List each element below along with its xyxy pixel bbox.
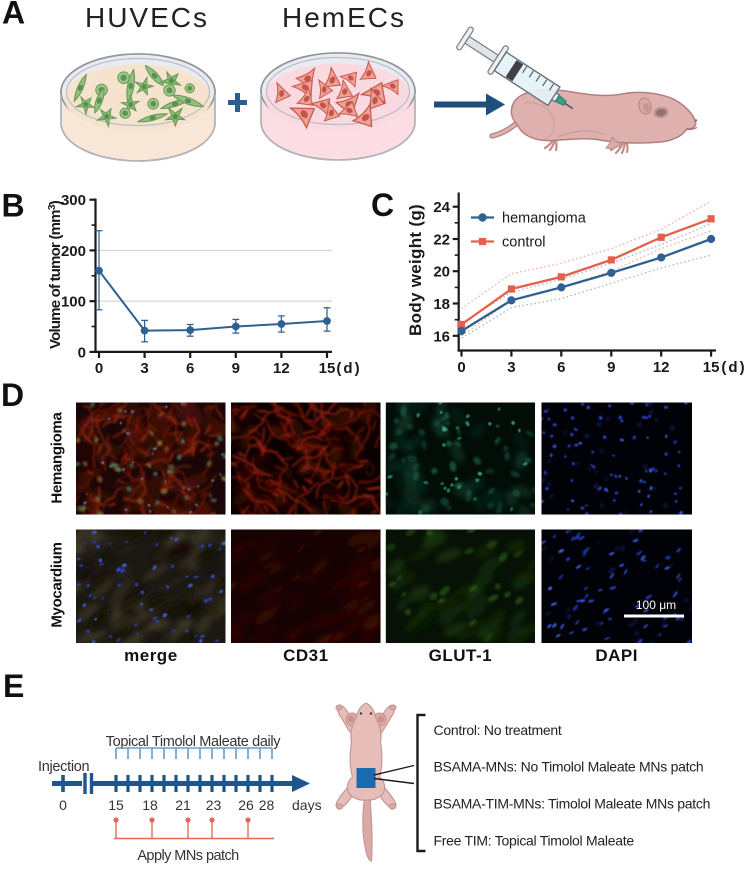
svg-text:E: E — [3, 668, 24, 704]
svg-text:20: 20 — [433, 264, 450, 281]
svg-text:A: A — [2, 0, 25, 31]
svg-text:28: 28 — [259, 797, 275, 813]
svg-text:(d): (d) — [721, 359, 746, 376]
svg-text:(d): (d) — [336, 360, 361, 377]
svg-text:6: 6 — [557, 359, 565, 376]
svg-text:BSAMA-TIM-MNs: Timolol Maleate: BSAMA-TIM-MNs: Timolol Maleate MNs patch — [434, 796, 711, 812]
svg-text:3: 3 — [140, 360, 148, 377]
svg-text:hemangioma: hemangioma — [502, 211, 587, 227]
svg-text:12: 12 — [273, 360, 290, 377]
svg-text:9: 9 — [607, 359, 615, 376]
svg-text:C: C — [371, 187, 394, 223]
svg-text:0: 0 — [95, 360, 103, 377]
svg-text:3: 3 — [507, 359, 515, 376]
svg-text:100: 100 — [61, 294, 86, 311]
svg-text:300: 300 — [61, 192, 86, 209]
svg-text:16: 16 — [433, 328, 450, 345]
svg-text:15: 15 — [319, 360, 336, 377]
svg-text:15: 15 — [703, 359, 720, 376]
svg-text:24: 24 — [433, 199, 450, 216]
svg-text:Injection: Injection — [38, 759, 90, 775]
svg-text:Control: No treatment: Control: No treatment — [434, 722, 562, 738]
svg-text:21: 21 — [175, 797, 191, 813]
svg-text:100 μm: 100 μm — [636, 598, 676, 612]
svg-text:Body weight (g): Body weight (g) — [406, 204, 425, 336]
svg-text:Hemangioma: Hemangioma — [49, 411, 66, 503]
svg-text:22: 22 — [433, 232, 450, 249]
svg-text:15: 15 — [108, 797, 124, 813]
svg-text:Volume of tumor (mm3): Volume of tumor (mm3) — [46, 200, 64, 349]
svg-text:control: control — [502, 235, 546, 251]
svg-text:merge: merge — [124, 646, 178, 665]
svg-text:Apply MNs patch: Apply MNs patch — [137, 848, 239, 864]
svg-text:200: 200 — [61, 243, 86, 260]
svg-text:BSAMA-MNs: No Timolol Maleate: BSAMA-MNs: No Timolol Maleate MNs patch — [434, 759, 704, 775]
svg-text:DAPI: DAPI — [595, 646, 638, 665]
svg-text:Free TIM: Topical Timolol Male: Free TIM: Topical Timolol Maleate — [434, 833, 635, 849]
svg-text:6: 6 — [186, 360, 194, 377]
svg-text:0: 0 — [457, 359, 465, 376]
svg-text:18: 18 — [142, 797, 158, 813]
svg-text:23: 23 — [206, 797, 222, 813]
svg-text:0: 0 — [59, 797, 67, 813]
svg-text:26: 26 — [238, 797, 254, 813]
svg-text:B: B — [2, 188, 25, 224]
svg-text:0: 0 — [78, 344, 86, 361]
svg-text:CD31: CD31 — [283, 646, 328, 665]
svg-text:Myocardium: Myocardium — [49, 542, 66, 627]
svg-text:18: 18 — [433, 296, 450, 313]
svg-text:HemECs: HemECs — [282, 2, 406, 33]
svg-text:9: 9 — [232, 360, 240, 377]
svg-text:GLUT-1: GLUT-1 — [429, 646, 492, 665]
svg-text:Topical Timolol Maleate daily: Topical Timolol Maleate daily — [106, 734, 282, 750]
svg-text:12: 12 — [653, 359, 670, 376]
svg-text:D: D — [1, 377, 24, 413]
svg-text:HUVECs: HUVECs — [85, 2, 209, 33]
svg-text:days: days — [292, 797, 322, 813]
